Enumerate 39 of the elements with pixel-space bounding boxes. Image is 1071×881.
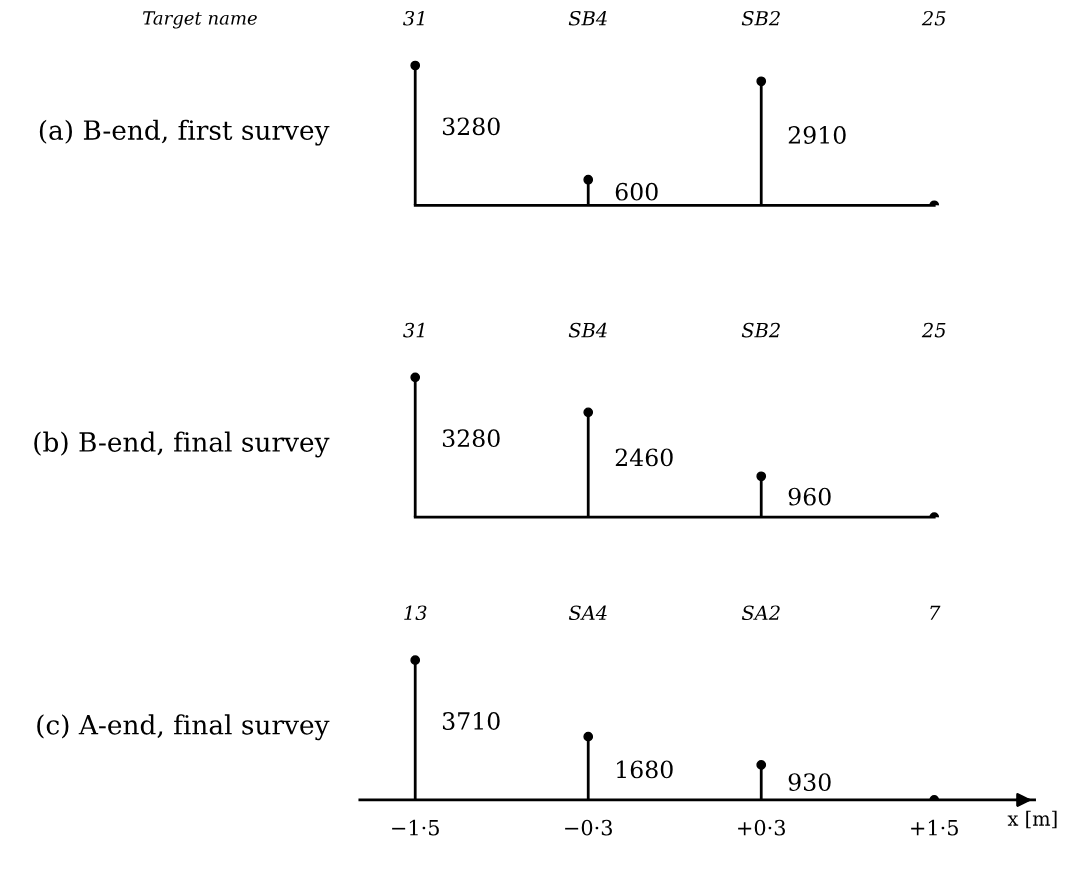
text: SA4 [568, 605, 607, 621]
point [410, 655, 421, 666]
point [756, 471, 767, 482]
point [583, 731, 594, 742]
data-label: 3710 [442, 712, 500, 730]
x-tick-label: SB4 [568, 322, 607, 338]
x-tick-label: 25 [921, 322, 946, 338]
point [410, 372, 421, 383]
y-axis-title: (c) A-end, final survey [37, 714, 330, 741]
data-label: 1680 [617, 760, 673, 779]
point [583, 174, 594, 185]
x-tick-label: +1·5 [911, 819, 958, 836]
x-tick-label: −1·5 [392, 819, 439, 836]
data-label: 3280 [442, 117, 500, 136]
data-label: 930 [788, 773, 831, 792]
x-tick-label: 31 [403, 322, 424, 338]
x-tick-label: −0·3 [565, 819, 612, 836]
x-tick-label: SB2 [741, 322, 780, 338]
data-label: 3280 [442, 429, 500, 448]
x-tick-label: 31 [403, 10, 424, 26]
x-tick-label: +0·3 [738, 819, 785, 836]
y-axis-title: (a) B-end, first survey [39, 119, 330, 146]
text: SA2 [741, 605, 780, 621]
data-label: 600 [615, 182, 658, 201]
point [756, 76, 767, 87]
text: 13 [404, 605, 427, 621]
point [410, 60, 421, 71]
data-label: 960 [788, 487, 831, 506]
x-axis-title: x [m] [1007, 810, 1057, 829]
point [583, 407, 594, 418]
data-label: 2460 [615, 448, 673, 467]
point [756, 760, 767, 770]
x-tick-label: SB4 [568, 10, 607, 26]
x-tick-label: SB2 [741, 10, 780, 26]
y-axis-title: (b) B-end, final survey [34, 431, 330, 458]
x-tick-label: 25 [921, 10, 946, 26]
text: Target name [143, 11, 257, 29]
text: 7 [930, 605, 941, 620]
data-label: 2910 [788, 126, 846, 144]
